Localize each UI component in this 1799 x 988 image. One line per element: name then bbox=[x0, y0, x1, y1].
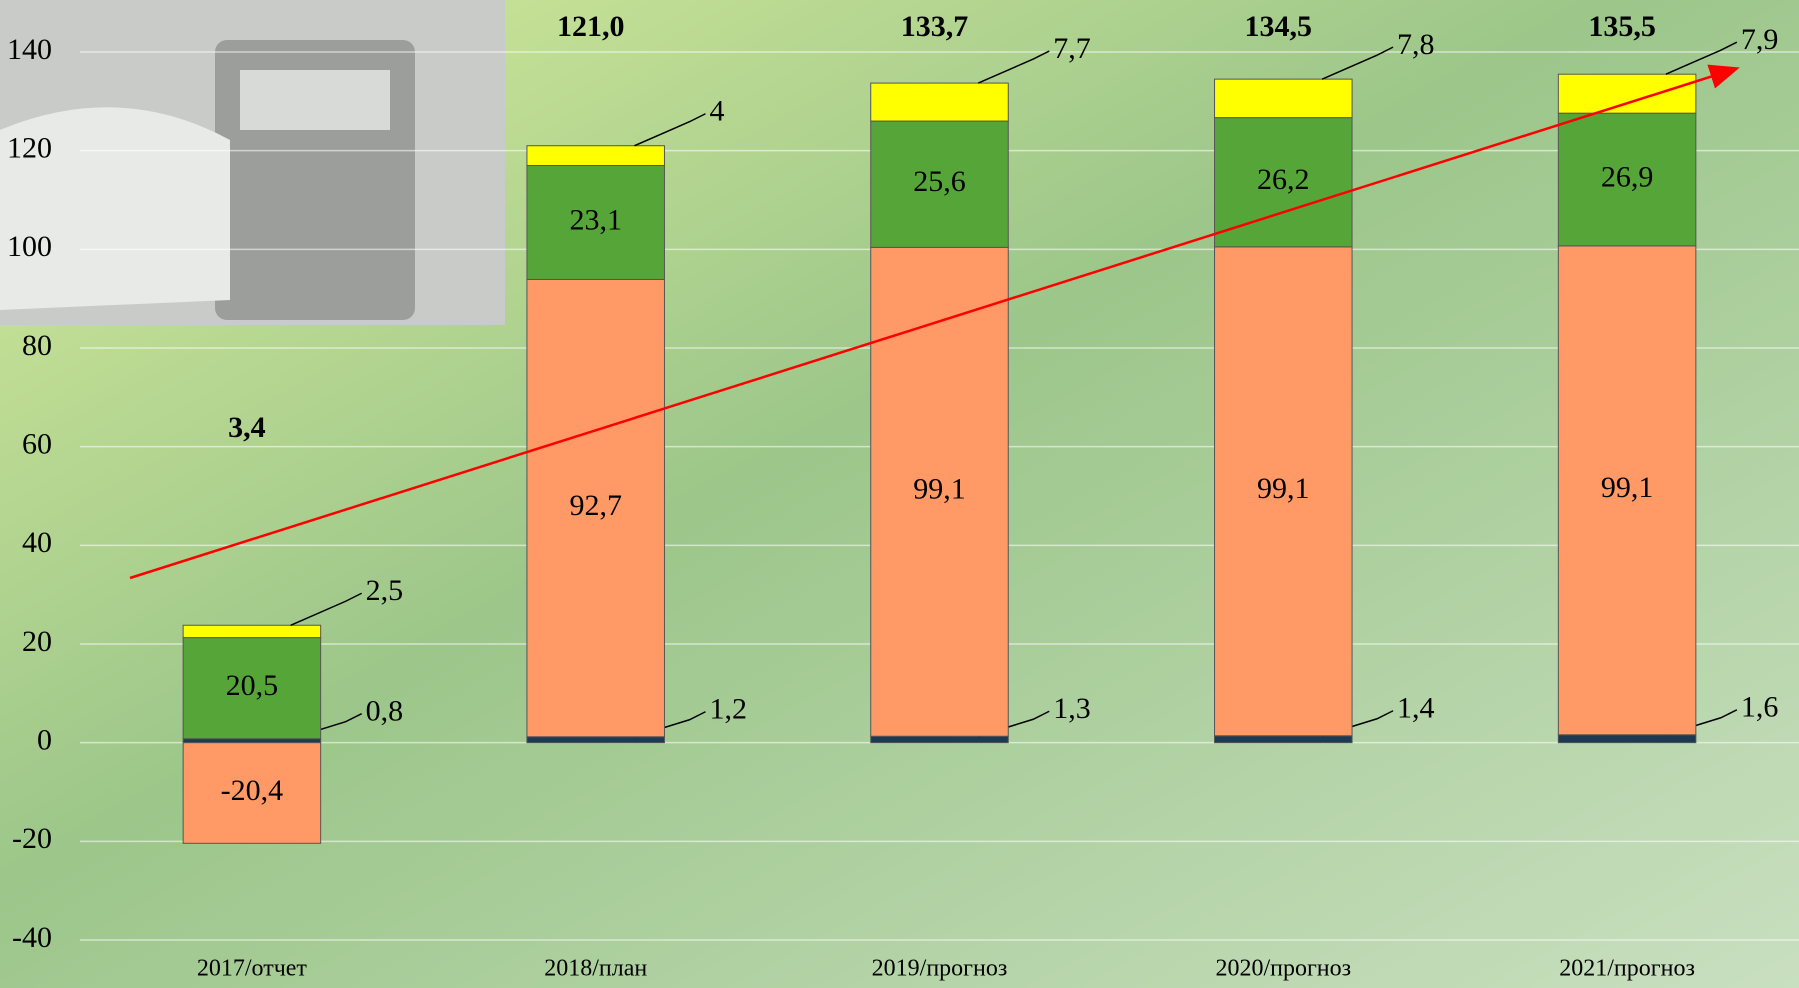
data-label: 26,9 bbox=[1601, 160, 1654, 193]
bar-segment bbox=[870, 82, 1009, 122]
bar-segment bbox=[1214, 117, 1353, 248]
data-label: 99,1 bbox=[913, 473, 966, 506]
data-label: 1,6 bbox=[1741, 691, 1779, 724]
data-label: 4 bbox=[709, 95, 724, 128]
bar-segment bbox=[1214, 735, 1353, 744]
bar-segment bbox=[1557, 245, 1697, 736]
total-label: 133,7 bbox=[901, 10, 969, 43]
bar-segment bbox=[526, 145, 665, 166]
bar-segment bbox=[1557, 734, 1697, 744]
total-label: 121,0 bbox=[557, 10, 625, 43]
data-label: 92,7 bbox=[569, 489, 622, 522]
x-tick-label: 2021/прогноз bbox=[1559, 956, 1695, 982]
data-label: -20,4 bbox=[221, 774, 284, 807]
data-label: 26,2 bbox=[1257, 163, 1310, 196]
x-tick-label: 2017/отчет bbox=[197, 956, 308, 982]
bar-segment bbox=[1214, 246, 1353, 737]
bar-segment bbox=[870, 120, 1009, 248]
y-tick-label: 20 bbox=[22, 625, 52, 658]
bar-segment bbox=[182, 738, 322, 744]
bar-segment bbox=[1557, 112, 1697, 247]
leader-line bbox=[634, 113, 706, 147]
photo bbox=[0, 0, 505, 325]
trend-arrow bbox=[129, 64, 1740, 580]
bar-segment bbox=[1557, 73, 1697, 114]
leader-line bbox=[1665, 41, 1738, 75]
data-label: 1,3 bbox=[1053, 692, 1091, 725]
data-label: 0,8 bbox=[366, 695, 404, 728]
bar-segment bbox=[1214, 78, 1353, 119]
x-tick-label: 2020/прогноз bbox=[1215, 956, 1351, 982]
bar-segment bbox=[526, 164, 665, 280]
total-label: 3,4 bbox=[228, 411, 266, 444]
data-label: 7,8 bbox=[1397, 28, 1435, 61]
bar-segment bbox=[182, 742, 322, 844]
bar-segment bbox=[526, 736, 665, 744]
data-label: 2,5 bbox=[366, 574, 404, 607]
data-label: 99,1 bbox=[1601, 471, 1654, 504]
bar-segment bbox=[870, 735, 1009, 744]
data-label: 25,6 bbox=[913, 165, 966, 198]
data-label: 7,7 bbox=[1053, 32, 1091, 65]
total-label: 134,5 bbox=[1245, 10, 1313, 43]
data-label: 1,2 bbox=[709, 693, 747, 726]
y-tick-label: 40 bbox=[22, 526, 52, 559]
x-tick-label: 2018/план bbox=[544, 956, 647, 982]
bar-segment bbox=[182, 637, 322, 740]
leader-line bbox=[290, 592, 362, 626]
y-tick-label: 140 bbox=[7, 33, 52, 66]
y-tick-label: -40 bbox=[12, 921, 52, 954]
y-tick-label: 0 bbox=[37, 724, 52, 757]
total-label: 135,5 bbox=[1588, 10, 1656, 43]
data-label: 1,4 bbox=[1397, 692, 1435, 725]
leader-line bbox=[977, 50, 1050, 84]
data-label: 20,5 bbox=[226, 669, 279, 702]
y-tick-label: 60 bbox=[22, 428, 52, 461]
leader-line bbox=[1321, 46, 1394, 80]
y-tick-label: -20 bbox=[12, 822, 52, 855]
bar-segment bbox=[526, 278, 665, 738]
x-tick-label: 2019/прогноз bbox=[872, 956, 1008, 982]
data-label: 7,9 bbox=[1741, 23, 1779, 56]
bar-segment bbox=[870, 246, 1009, 737]
data-label: 99,1 bbox=[1257, 472, 1310, 505]
y-tick-label: 100 bbox=[7, 230, 52, 263]
bar-segment bbox=[182, 624, 322, 639]
y-tick-label: 120 bbox=[7, 132, 52, 165]
y-tick-label: 80 bbox=[22, 329, 52, 362]
data-label: 23,1 bbox=[569, 203, 622, 236]
